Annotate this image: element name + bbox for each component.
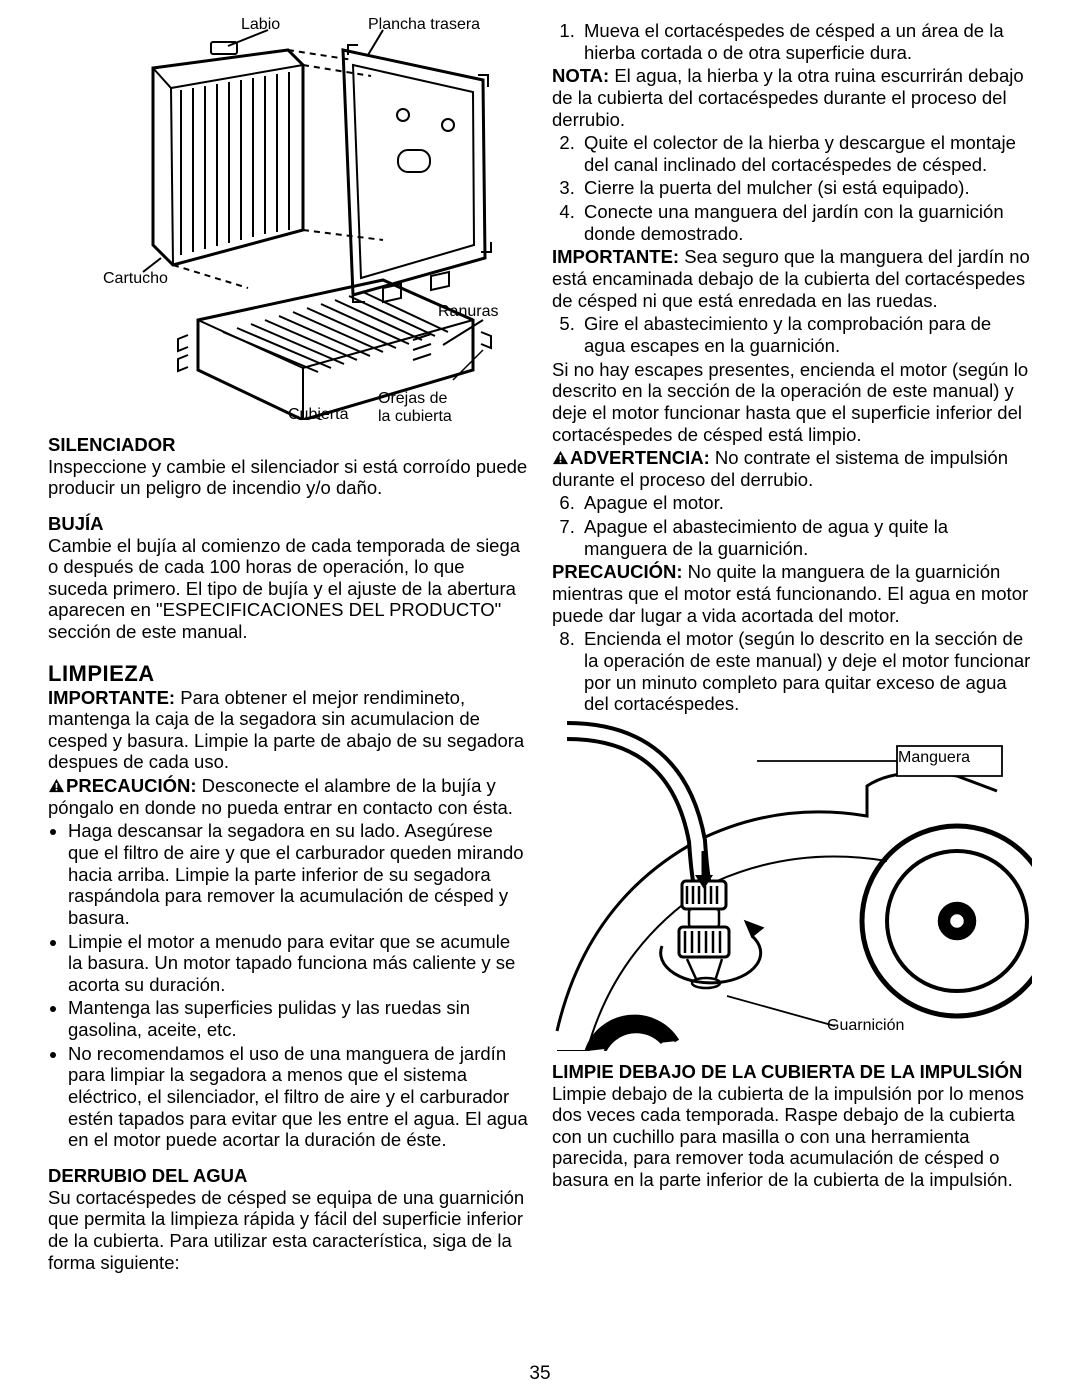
importante2-paragraph: IMPORTANTE: Sea seguro que la manguera d… [552,246,1032,311]
label-orejas: Orejas de la cubierta [378,390,452,425]
hose-fitting-diagram: Manguera Guarnición [552,721,1032,1051]
label-ranuras: Ranuras [438,303,498,321]
label-cartucho: Cartucho [103,270,168,288]
precaucion-label: PRECAUCIÓN: [66,775,197,796]
step-item: Gire el abastecimiento y la comprobación… [580,313,1032,356]
importante-label: IMPORTANTE: [48,687,175,708]
label-labio: Labio [241,16,280,34]
derrubio-text: Su cortacéspedes de césped se equipa de … [48,1187,528,1274]
label-cubierta: Cubierta [288,406,348,424]
steps-list-2: Quite el colector de la hierba y descarg… [552,132,1032,244]
precaucion2-paragraph: PRECAUCIÓN: No quite la manguera de la g… [552,561,1032,626]
importante-paragraph: IMPORTANTE: Para obtener el mejor rendim… [48,687,528,774]
right-column: Mueva el cortacéspedes de césped a un ár… [552,20,1032,1330]
step-item: Mueva el cortacéspedes de césped a un ár… [580,20,1032,63]
step-item: Conecte una manguera del jardín con la g… [580,201,1032,244]
two-column-layout: Labio Plancha trasera Cartucho Ranuras C… [48,20,1032,1330]
steps-list-1: Mueva el cortacéspedes de césped a un ár… [552,20,1032,63]
advertencia-label: ADVERTENCIA: [570,447,710,468]
hose-svg [552,721,1032,1051]
limpie-heading: LIMPIE DEBAJO DE LA CUBIERTA DE LA IMPUL… [552,1061,1032,1083]
importante2-label: IMPORTANTE: [552,246,679,267]
manual-page: Labio Plancha trasera Cartucho Ranuras C… [0,0,1080,1397]
steps-list-5: Gire el abastecimiento y la comprobación… [552,313,1032,356]
nota-text: El agua, la hierba y la otra ruina escur… [552,65,1024,129]
steps-list-8: Encienda el motor (según lo descrito en … [552,628,1032,715]
step-item: Encienda el motor (según lo descrito en … [580,628,1032,715]
precaucion-paragraph: PRECAUCIÓN: Desconecte el alambre de la … [48,775,528,818]
derrubio-heading: DERRUBIO DEL AGUA [48,1165,528,1187]
limpie-text: Limpie debajo de la cubierta de la impul… [552,1083,1032,1191]
step-item: Apague el motor. [580,492,1032,514]
air-filter-diagram: Labio Plancha trasera Cartucho Ranuras C… [48,20,528,420]
silenciador-text: Inspeccione y cambie el silenciador si e… [48,456,528,499]
filter-svg [48,20,528,420]
label-guarnicion: Guarnición [827,1017,904,1035]
step-item: Cierre la puerta del mulcher (si está eq… [580,177,1032,199]
warning-icon [552,450,569,465]
silenciador-heading: SILENCIADOR [48,434,528,456]
label-manguera: Manguera [898,749,970,767]
step-item: Apague el abastecimiento de agua y quite… [580,516,1032,559]
bullet-item: Mantenga las superficies pulidas y las r… [68,997,528,1040]
steps-list-6: Apague el motor. Apague el abastecimient… [552,492,1032,559]
bullet-item: Limpie el motor a menudo para evitar que… [68,931,528,996]
warning-icon [48,778,65,793]
nota-label: NOTA: [552,65,609,86]
bullet-item: No recomendamos el uso de una manguera d… [68,1043,528,1151]
label-plancha: Plancha trasera [368,16,480,34]
bujia-heading: BUJÍA [48,513,528,535]
nota-paragraph: NOTA: El agua, la hierba y la otra ruina… [552,65,1032,130]
bujia-text: Cambie el bujía al comienzo de cada temp… [48,535,528,643]
sinohay-text: Si no hay escapes presentes, encienda el… [552,359,1032,446]
bullet-item: Haga descansar la segadora en su lado. A… [68,820,528,928]
page-number: 35 [0,1363,1080,1385]
step-item: Quite el colector de la hierba y descarg… [580,132,1032,175]
precaucion2-label: PRECAUCIÓN: [552,561,683,582]
advertencia-paragraph: ADVERTENCIA: No contrate el sistema de i… [552,447,1032,490]
limpieza-bullets: Haga descansar la segadora en su lado. A… [48,820,528,1151]
left-column: Labio Plancha trasera Cartucho Ranuras C… [48,20,528,1330]
limpieza-heading: LIMPIEZA [48,661,528,687]
